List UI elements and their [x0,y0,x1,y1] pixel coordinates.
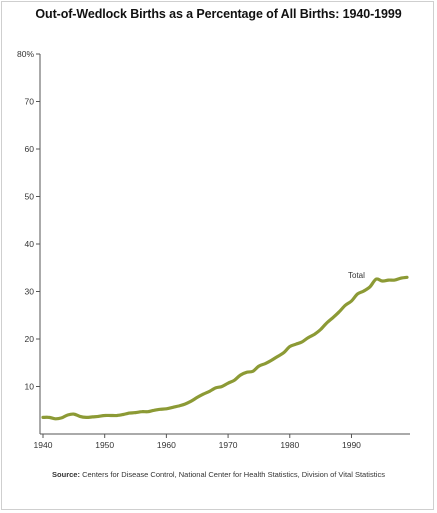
y-tick-label: 70 [25,97,35,107]
chart-axes [39,54,410,435]
y-tick-label: 10 [25,382,35,392]
x-tick-label: 1990 [342,440,361,450]
chart-annotations: Total [348,271,365,280]
x-tick-label: 1940 [34,440,53,450]
series-label-total: Total [348,271,365,280]
y-tick-label: 20 [25,334,35,344]
y-tick-label: 60 [25,144,35,154]
chart-series [41,275,409,421]
x-tick-label: 1970 [219,440,238,450]
x-tick-label: 1950 [95,440,114,450]
y-tick-label: 50 [25,192,35,202]
y-tick-label: 80% [17,49,34,59]
y-tick-label: 30 [25,287,35,297]
chart-title: Out-of-Wedlock Births as a Percentage of… [35,7,402,21]
series-line-total [41,275,409,421]
x-tick-label: 1960 [157,440,176,450]
axis-ticks: 10 20 30 40 50 60 70 80% 1940 1950 1960 1970 1980 199… [17,49,361,450]
y-tick-label: 40 [25,239,35,249]
source-note: Source: Centers for Disease Control, Nat… [0,470,437,479]
source-text: Centers for Disease Control, National Ce… [82,470,385,479]
x-tick-label: 1980 [280,440,299,450]
source-label: Source: [52,470,80,479]
